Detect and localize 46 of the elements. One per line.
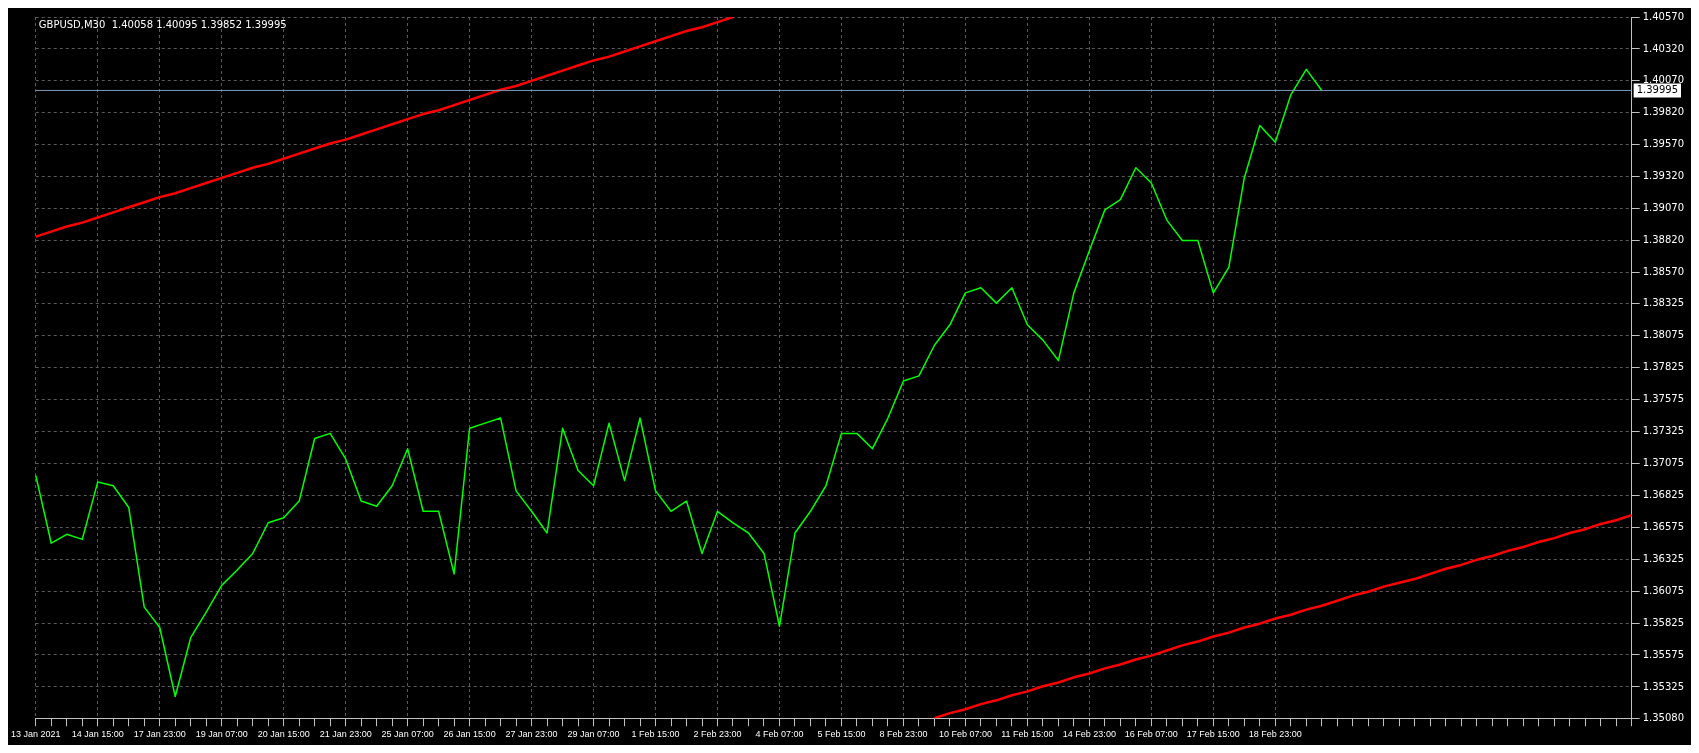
x-tick-label: 4 Feb 07:00 [755,729,804,740]
x-tick-label: 17 Jan 23:00 [133,729,186,740]
y-tick-label: 1.35825 [1642,616,1685,628]
y-tick-label: 1.38075 [1642,329,1685,341]
y-tick-label: 1.35575 [1642,648,1685,660]
x-tick-label: 27 Jan 23:00 [505,729,558,740]
x-tick-label: 29 Jan 07:00 [567,729,620,740]
x-tick-label: 1 Feb 15:00 [631,729,680,740]
y-tick-label: 1.36575 [1642,520,1685,532]
x-tick-label: 2 Feb 23:00 [693,729,742,740]
y-tick-label: 1.35325 [1642,680,1685,692]
y-tick-label: 1.40570 [1642,10,1685,22]
x-tick-label: 25 Jan 07:00 [381,729,434,740]
y-tick-label: 1.40320 [1642,42,1685,54]
x-tick-label: 5 Feb 15:00 [817,729,866,740]
y-tick-label: 1.40070 [1642,74,1685,86]
x-tick-label: 8 Feb 23:00 [879,729,928,740]
ref-line-label: 1.39995 [1636,84,1679,96]
x-tick-label: 17 Feb 15:00 [1186,729,1240,740]
y-tick-label: 1.39320 [1642,170,1685,182]
y-tick-label: 1.35080 [1642,711,1685,723]
y-tick-label: 1.36325 [1642,552,1685,564]
y-tick-label: 1.39570 [1642,138,1685,150]
y-tick-label: 1.38820 [1642,234,1685,246]
y-tick-label: 1.39820 [1642,106,1685,118]
x-tick-label: 16 Feb 07:00 [1124,729,1178,740]
y-tick-label: 1.38570 [1642,266,1685,278]
y-tick-label: 1.38325 [1642,297,1685,309]
y-tick-label: 1.36075 [1642,584,1685,596]
x-tick-label: 20 Jan 15:00 [257,729,310,740]
x-tick-label: 14 Jan 15:00 [71,729,124,740]
y-tick-label: 1.37325 [1642,425,1685,437]
x-tick-label: 10 Feb 07:00 [938,729,992,740]
x-tick-label: 18 Feb 23:00 [1248,729,1302,740]
chart-title: GBPUSD,M30 1.40058 1.40095 1.39852 1.39995 [38,18,287,30]
x-tick-label: 19 Jan 07:00 [195,729,248,740]
y-tick-label: 1.37575 [1642,393,1685,405]
x-tick-label: 21 Jan 23:00 [319,729,372,740]
x-tick-label: 14 Feb 23:00 [1062,729,1116,740]
y-tick-label: 1.39070 [1642,202,1685,214]
y-tick-label: 1.37075 [1642,456,1685,468]
x-tick-label: 26 Jan 15:00 [443,729,496,740]
x-tick-label: 11 Feb 15:00 [1001,729,1054,740]
y-tick-label: 1.37825 [1642,361,1685,373]
y-tick-label: 1.36825 [1642,488,1685,500]
x-tick-label: 13 Jan 2021 [11,729,61,740]
